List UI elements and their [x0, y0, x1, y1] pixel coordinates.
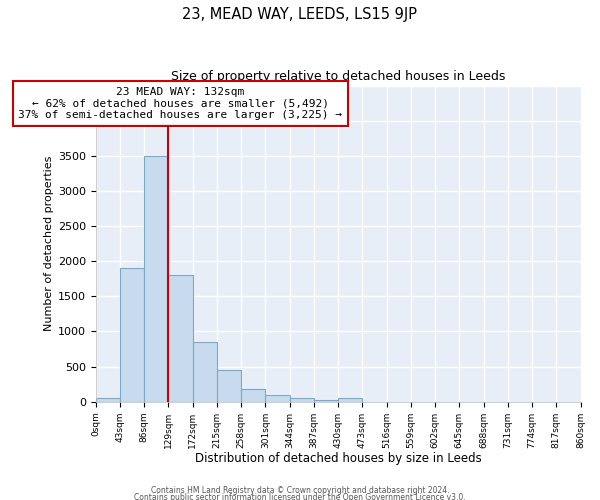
Bar	[241, 390, 265, 402]
Bar	[120, 268, 144, 402]
Text: 23, MEAD WAY, LEEDS, LS15 9JP: 23, MEAD WAY, LEEDS, LS15 9JP	[182, 8, 418, 22]
X-axis label: Distribution of detached houses by size in Leeds: Distribution of detached houses by size …	[194, 452, 481, 465]
Bar	[95, 398, 120, 402]
Bar	[144, 156, 169, 402]
Bar	[314, 400, 338, 402]
Y-axis label: Number of detached properties: Number of detached properties	[44, 156, 53, 332]
Text: Contains HM Land Registry data © Crown copyright and database right 2024.: Contains HM Land Registry data © Crown c…	[151, 486, 449, 495]
Bar	[265, 394, 290, 402]
Bar	[217, 370, 241, 402]
Text: 23 MEAD WAY: 132sqm
← 62% of detached houses are smaller (5,492)
37% of semi-det: 23 MEAD WAY: 132sqm ← 62% of detached ho…	[19, 87, 343, 120]
Bar	[169, 276, 193, 402]
Bar	[338, 398, 362, 402]
Text: Contains public sector information licensed under the Open Government Licence v3: Contains public sector information licen…	[134, 494, 466, 500]
Bar	[193, 342, 217, 402]
Title: Size of property relative to detached houses in Leeds: Size of property relative to detached ho…	[171, 70, 505, 83]
Bar	[290, 398, 314, 402]
